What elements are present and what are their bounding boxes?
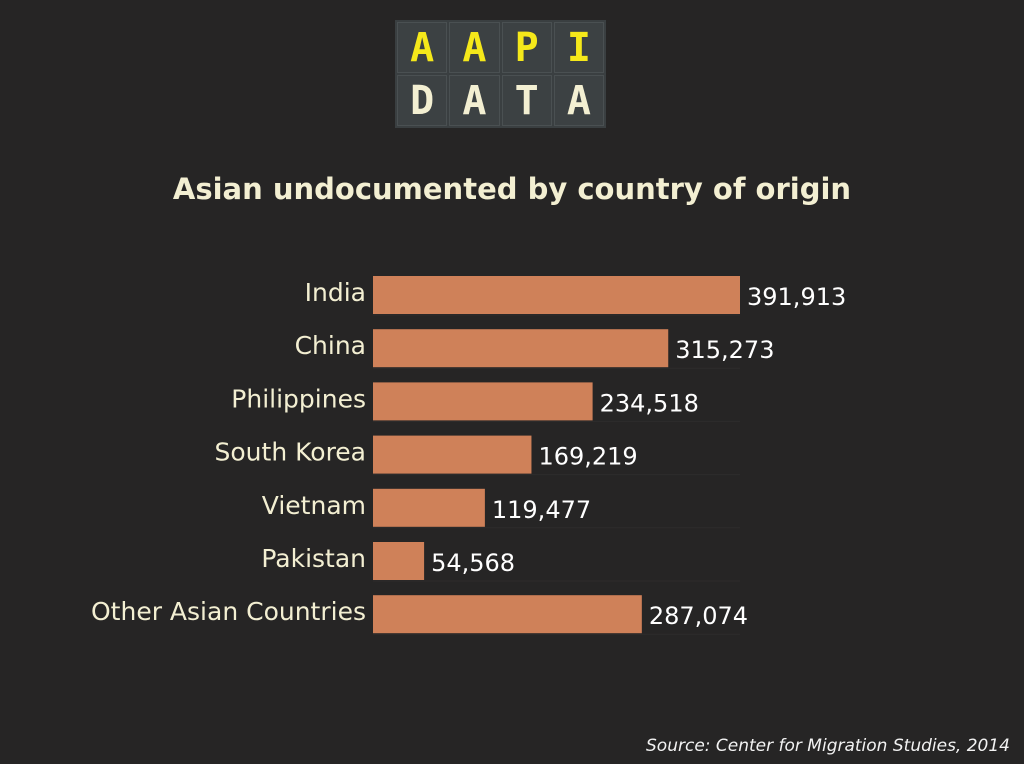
bar xyxy=(373,542,425,580)
category-label: Philippines xyxy=(231,384,366,413)
value-label: 391,913 xyxy=(747,283,846,311)
value-label: 315,273 xyxy=(675,336,774,364)
value-label: 169,219 xyxy=(538,443,637,471)
logo-letter: A xyxy=(553,75,604,126)
logo-letter: T xyxy=(501,75,552,126)
logo-letter: P xyxy=(501,22,552,73)
category-label: South Korea xyxy=(215,438,366,467)
logo-letter: A xyxy=(449,22,500,73)
logo-letter: I xyxy=(553,22,604,73)
logo-letter: D xyxy=(397,75,448,126)
bar xyxy=(373,329,669,368)
source-note: Source: Center for Migration Studies, 20… xyxy=(646,736,1010,756)
value-label: 119,477 xyxy=(492,496,591,524)
category-label: Pakistan xyxy=(261,544,366,573)
value-label: 287,074 xyxy=(649,602,748,630)
aapi-data-logo: A A P I D A T A xyxy=(395,20,606,128)
logo-letter: A xyxy=(397,22,448,73)
bar xyxy=(373,276,740,314)
value-label: 54,568 xyxy=(431,549,515,577)
bar xyxy=(373,488,485,527)
category-label: Vietnam xyxy=(262,491,366,520)
category-label: Other Asian Countries xyxy=(91,597,366,626)
logo-letter: A xyxy=(449,75,500,126)
bar xyxy=(373,595,642,634)
category-label: India xyxy=(305,278,366,307)
bar xyxy=(373,435,532,474)
value-label: 234,518 xyxy=(600,389,699,417)
bar xyxy=(373,382,593,421)
chart-title: Asian undocumented by country of origin xyxy=(172,172,852,206)
category-label: China xyxy=(295,331,366,360)
